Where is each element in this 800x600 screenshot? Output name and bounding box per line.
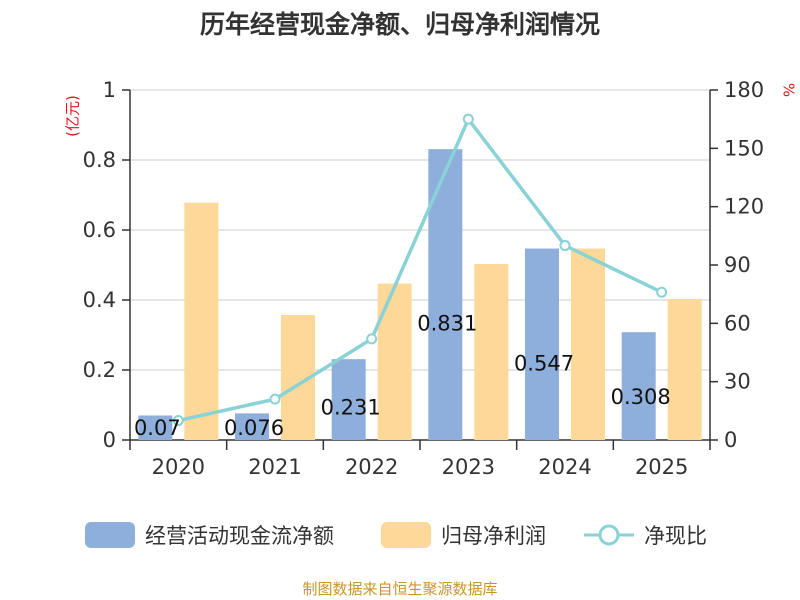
y-left-tick-label: 0.4	[83, 288, 116, 312]
bar-profit	[571, 248, 605, 440]
data-label-cashflow: 0.231	[321, 396, 381, 420]
y-right-unit-label: %	[780, 83, 798, 97]
ratio-point	[462, 113, 474, 125]
y-left-tick-label: 0	[103, 428, 116, 452]
y-left-unit-label: (亿元)	[64, 95, 82, 137]
bar-cashflow	[138, 415, 173, 440]
x-tick-label: 2025	[635, 455, 688, 479]
bar-profit	[474, 263, 509, 440]
y-right-tick-label: 150	[724, 136, 764, 160]
data-label-cashflow: 0.831	[417, 312, 477, 336]
data-label-cashflow: 0.308	[611, 385, 671, 409]
legend-marker-ratio	[598, 524, 620, 546]
bar-cashflow	[525, 248, 559, 440]
legend-label-cashflow: 经营活动现金流净额	[145, 524, 334, 548]
legend: 经营活动现金流净额 归母净利润 净现比	[85, 522, 707, 548]
ratio-line	[177, 117, 663, 423]
legend-label-ratio: 净现比	[644, 524, 707, 548]
y-left-tick-label: 0.2	[83, 358, 116, 382]
ratio-point	[559, 240, 571, 252]
ratio-line-series	[172, 113, 668, 427]
y-right-tick-label: 60	[724, 311, 751, 335]
x-tick-label: 2024	[538, 455, 591, 479]
bar-cashflow	[621, 332, 656, 440]
ratio-point	[172, 415, 184, 427]
y-right-tick-label: 30	[724, 370, 751, 394]
x-tick-label: 2020	[152, 455, 205, 479]
bar-profit	[377, 283, 412, 440]
data-label-cashflow: 0.547	[514, 351, 574, 375]
legend-label-profit: 归母净利润	[441, 524, 546, 548]
bar-cashflow	[331, 359, 366, 440]
chart-title: 历年经营现金净额、归母净利润情况	[200, 10, 600, 39]
ratio-point	[656, 286, 668, 298]
axes: 0 0.2 0.4 0.6 0.8 1 0 30 60 90 120 150 180 2020 2021 20…	[83, 78, 765, 479]
data-labels: 0.07 0.076 0.231 0.831 0.547 0.308	[134, 312, 671, 440]
data-label-cashflow: 0.07	[134, 416, 181, 440]
x-tick-label: 2023	[442, 455, 495, 479]
bar-profit	[667, 298, 702, 440]
y-right-tick-label: 90	[724, 253, 751, 277]
bar-profit	[184, 202, 219, 440]
bar-cashflow	[235, 413, 269, 440]
y-right-tick-label: 180	[724, 78, 764, 102]
ratio-point	[366, 333, 378, 345]
bar-cashflow	[428, 149, 463, 440]
data-label-cashflow: 0.076	[224, 416, 284, 440]
ratio-point	[269, 393, 281, 405]
y-left-tick-label: 0.6	[83, 218, 116, 242]
y-right-tick-label: 120	[724, 195, 764, 219]
y-left-tick-label: 0.8	[83, 148, 116, 172]
x-tick-label: 2021	[248, 455, 301, 479]
y-right-tick-label: 0	[724, 428, 737, 452]
legend-swatch-cashflow	[85, 522, 135, 548]
x-tick-label: 2022	[345, 455, 398, 479]
y-left-tick-label: 1	[103, 78, 116, 102]
legend-swatch-profit	[381, 522, 431, 548]
bars	[138, 149, 702, 440]
source-note: 制图数据来自恒生聚源数据库	[302, 580, 497, 598]
